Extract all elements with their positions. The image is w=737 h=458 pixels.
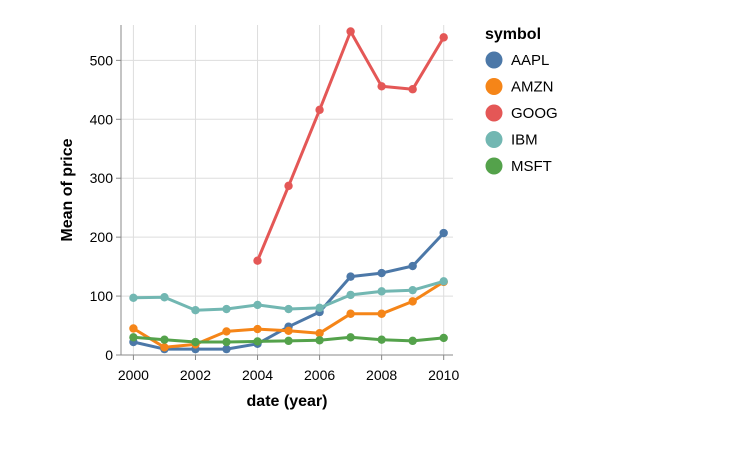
data-point-ibm xyxy=(377,287,386,296)
data-point-amzn xyxy=(408,297,417,306)
y-axis-title: Mean of price xyxy=(59,138,76,241)
legend-label-goog: GOOG xyxy=(511,105,558,122)
x-tick-label: 2006 xyxy=(304,367,335,383)
legend-title: symbol xyxy=(485,26,541,43)
legend-swatch-amzn xyxy=(485,78,503,95)
y-tick-label: 500 xyxy=(90,52,114,68)
data-point-goog xyxy=(346,27,355,36)
legend-swatch-msft xyxy=(485,157,503,175)
data-point-ibm xyxy=(129,293,138,303)
data-point-amzn xyxy=(222,327,231,336)
data-point-ibm xyxy=(253,300,262,310)
legend-label-ibm: IBM xyxy=(511,132,538,149)
y-tick-label: 200 xyxy=(90,229,114,245)
data-point-msft xyxy=(222,337,231,347)
data-point-goog xyxy=(253,256,262,265)
axis-labels: 0 100 200 300 400 500 2000 2002 2004 2006 2008 2010… xyxy=(59,52,459,410)
data-point-msft xyxy=(191,337,200,347)
data-point-goog xyxy=(408,85,417,94)
x-tick-label: 2000 xyxy=(118,367,149,383)
data-point-msft xyxy=(315,336,324,345)
data-point-amzn xyxy=(253,324,262,334)
axes xyxy=(116,25,453,360)
legend-swatch-aapl xyxy=(485,51,503,69)
data-point-aapl xyxy=(222,344,231,354)
series-lines xyxy=(129,27,448,354)
legend-label-aapl: AAPL xyxy=(511,52,549,69)
x-tick-label: 2004 xyxy=(242,367,273,383)
data-point-amzn xyxy=(377,309,386,318)
data-point-msft xyxy=(408,336,417,346)
legend: symbol AAPL AMZN GOOG IBM MSFT xyxy=(485,26,558,175)
data-point-amzn xyxy=(346,309,355,318)
data-point-ibm xyxy=(222,304,231,314)
y-tick-label: 100 xyxy=(90,288,114,304)
data-point-msft xyxy=(160,335,169,344)
data-point-msft xyxy=(377,335,386,344)
legend-label-msft: MSFT xyxy=(511,158,552,175)
x-tick-label: 2008 xyxy=(366,367,397,383)
data-point-msft xyxy=(346,333,355,342)
data-point-ibm xyxy=(191,306,200,315)
x-tick-label: 2010 xyxy=(428,367,459,383)
data-point-ibm xyxy=(439,277,448,286)
data-point-ibm xyxy=(284,304,293,314)
series-line-goog xyxy=(256,30,446,263)
data-point-goog xyxy=(377,82,386,91)
data-point-aapl xyxy=(408,261,417,271)
data-point-msft xyxy=(129,333,138,342)
data-point-msft xyxy=(439,333,448,343)
data-point-msft xyxy=(253,337,262,346)
data-point-amzn xyxy=(160,343,169,352)
data-point-ibm xyxy=(408,285,417,295)
y-tick-label: 400 xyxy=(90,111,114,127)
data-point-aapl xyxy=(377,268,386,278)
data-point-ibm xyxy=(346,290,355,300)
data-point-goog xyxy=(439,33,448,42)
data-point-goog xyxy=(315,105,324,115)
grid-lines xyxy=(121,25,453,356)
data-point-msft xyxy=(284,336,293,346)
data-point-ibm xyxy=(160,293,169,302)
x-tick-label: 2002 xyxy=(180,367,211,383)
data-point-goog xyxy=(284,181,293,191)
legend-swatch-goog xyxy=(485,104,503,122)
x-axis-title: date (year) xyxy=(247,393,328,410)
y-tick-label: 0 xyxy=(105,347,113,363)
data-point-amzn xyxy=(284,326,293,336)
data-point-aapl xyxy=(439,228,448,238)
y-tick-label: 300 xyxy=(90,170,114,186)
data-point-aapl xyxy=(346,272,355,281)
data-point-amzn xyxy=(129,324,138,333)
legend-label-amzn: AMZN xyxy=(511,79,554,96)
data-point-amzn xyxy=(315,328,324,338)
legend-swatch-ibm xyxy=(485,131,503,148)
data-point-ibm xyxy=(315,303,324,313)
